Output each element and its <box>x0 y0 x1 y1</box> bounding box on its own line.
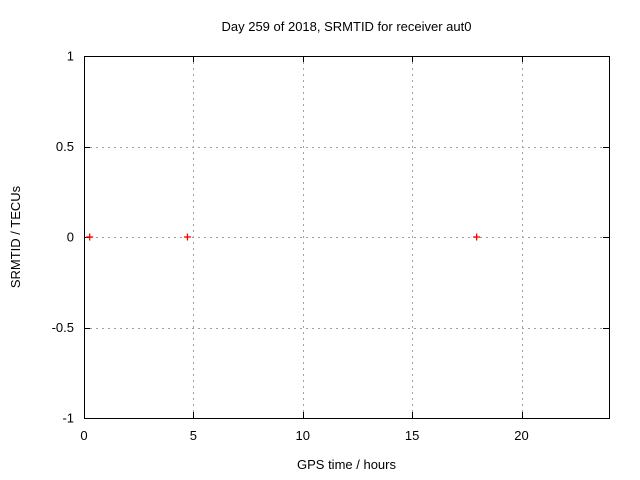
x-tick-label: 20 <box>514 428 528 443</box>
x-tick-label: 10 <box>296 428 310 443</box>
y-tick-label: -1 <box>62 411 74 426</box>
x-tick-label: 0 <box>80 428 87 443</box>
x-axis-label: GPS time / hours <box>297 457 396 472</box>
y-tick-label: -0.5 <box>52 320 74 335</box>
chart-title: Day 259 of 2018, SRMTID for receiver aut… <box>221 19 472 34</box>
y-tick-label: 0.5 <box>56 139 74 154</box>
plot-border <box>84 56 610 419</box>
x-tick-label: 5 <box>190 428 197 443</box>
y-tick-label: 0 <box>67 230 74 245</box>
x-tick-label: 15 <box>405 428 419 443</box>
y-tick-label: 1 <box>67 49 74 64</box>
